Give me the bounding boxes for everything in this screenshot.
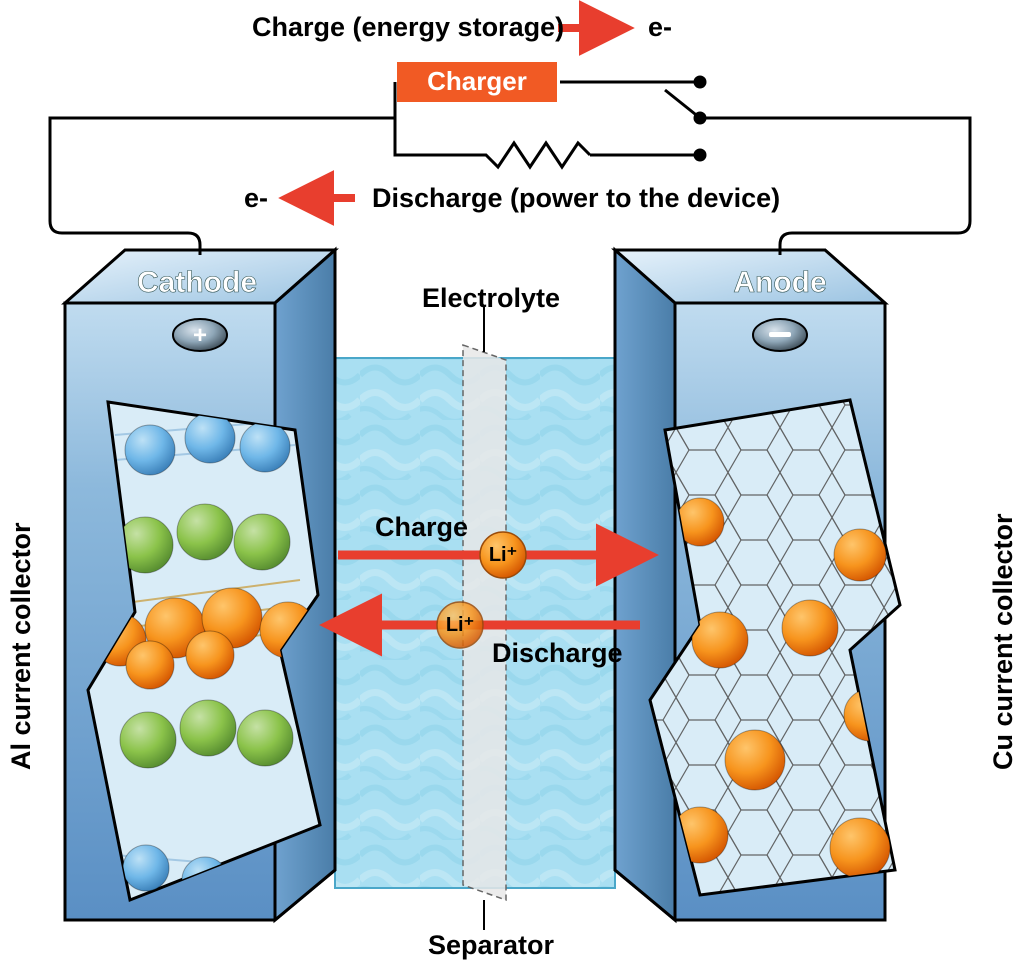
e-top-label: e- [648, 12, 672, 43]
electrolyte-label: Electrolyte [422, 283, 560, 314]
battery-diagram: + Cathode Anode Li⁺ Li⁺ Charger [0, 0, 1024, 961]
discharge-top-label: Discharge (power to the device) [372, 183, 780, 214]
cathode-title: Cathode [137, 266, 257, 299]
external-circuit [50, 77, 970, 255]
al-collector-label: Al current collector [6, 470, 37, 770]
charger-box: Charger [397, 62, 557, 102]
svg-text:Li⁺: Li⁺ [446, 614, 474, 636]
svg-text:Li⁺: Li⁺ [489, 544, 517, 566]
discharge-arrow-label: Discharge [492, 638, 623, 669]
cu-collector-label: Cu current collector [988, 470, 1019, 770]
anode-terminal-minus [753, 319, 807, 351]
separator-label: Separator [428, 930, 554, 961]
svg-text:Charger: Charger [427, 66, 527, 96]
charge-arrow-label: Charge [375, 512, 468, 543]
charge-top-label: Charge (energy storage) [252, 12, 564, 43]
anode-title: Anode [733, 266, 826, 299]
cathode-terminal-plus: + [173, 319, 227, 351]
e-left-label: e- [244, 183, 268, 214]
svg-text:+: + [193, 322, 207, 349]
